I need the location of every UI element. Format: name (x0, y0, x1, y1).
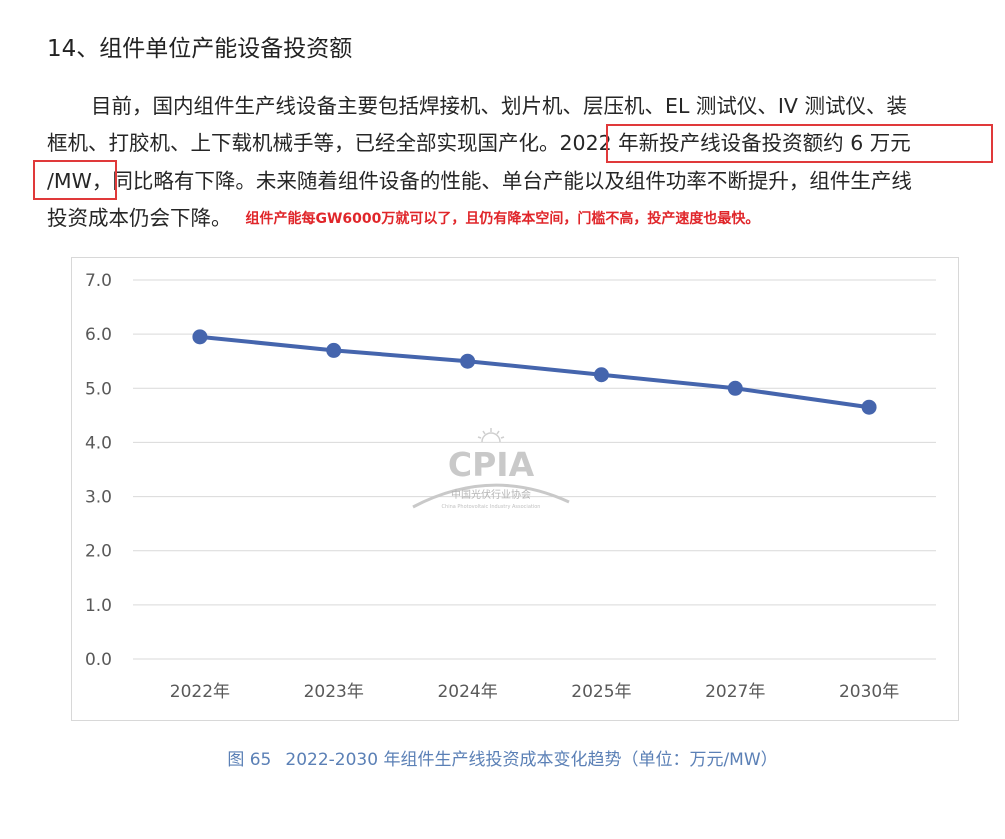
highlight-box-1 (606, 124, 993, 163)
paragraph-text: ，同比略有下降。未来随着组件设备的性能、单台产能以及组件功率不断提升，组件生产线 (91, 169, 912, 193)
line-chart: CPIA 中国光伏行业协会 China Photovoltaic Industr… (85, 271, 936, 702)
y-tick-label: 6.0 (85, 325, 112, 345)
y-tick-label: 2.0 (85, 542, 112, 562)
chart-frame: CPIA 中国光伏行业协会 China Photovoltaic Industr… (71, 257, 959, 721)
data-point (861, 399, 877, 415)
data-point (460, 353, 476, 369)
x-tick-label: 2027年 (705, 682, 765, 702)
data-point (192, 329, 208, 345)
paragraph-line-4: 投资成本仍会下降。 组件产能每GW6000万就可以了，且仍有降本空间，门槛不高，投… (47, 203, 759, 234)
highlighted-text: /MW (47, 169, 92, 193)
cpia-watermark: CPIA 中国光伏行业协会 China Photovoltaic Industr… (412, 428, 570, 510)
data-point (326, 342, 342, 358)
y-tick-label: 1.0 (85, 596, 112, 616)
x-tick-label: 2024年 (437, 682, 497, 702)
series-line (199, 334, 870, 410)
x-tick-label: 2025年 (571, 682, 631, 702)
watermark-swoosh (412, 483, 570, 509)
watermark-logo-text: CPIA (448, 445, 535, 484)
paragraph-line-1: 目前，国内组件生产线设备主要包括焊接机、划片机、层压机、EL 测试仪、IV 测试… (91, 94, 907, 118)
sun-icon (477, 428, 505, 443)
paragraph-text: 框机、打胶机、上下载机械手等，已经全部实现国产化。 (47, 131, 560, 155)
section-heading: 14、组件单位产能设备投资额 (47, 36, 353, 62)
watermark-org-cn: 中国光伏行业协会 (451, 488, 531, 501)
data-point (727, 380, 743, 396)
red-annotation: 组件产能每GW6000万就可以了，且仍有降本空间，门槛不高，投产速度也最快。 (245, 211, 760, 227)
figure-number: 图 65 (227, 750, 272, 770)
x-tick-label: 2030年 (839, 682, 899, 702)
paragraph-line-3: /MW，同比略有下降。未来随着组件设备的性能、单台产能以及组件功率不断提升，组件… (47, 166, 912, 196)
x-tick-label: 2023年 (304, 682, 364, 702)
y-tick-label: 0.0 (85, 650, 112, 670)
figure-caption-text: 2022-2030 年组件生产线投资成本变化趋势（单位：万元/MW） (285, 750, 778, 770)
highlight-box-2 (33, 160, 117, 200)
y-tick-label: 3.0 (85, 488, 112, 508)
paragraph-line-2: 框机、打胶机、上下载机械手等，已经全部实现国产化。2022 年新投产线设备投资额… (47, 128, 911, 158)
data-point (593, 367, 609, 383)
highlighted-text: 2022 年新投产线设备投资额约 6 万元 (559, 131, 911, 155)
y-tick-label: 7.0 (85, 271, 112, 291)
watermark-org-en: China Photovoltaic Industry Association (442, 504, 541, 510)
x-tick-label: 2022年 (170, 682, 230, 702)
y-tick-label: 4.0 (85, 433, 112, 453)
y-tick-label: 5.0 (85, 379, 112, 399)
paragraph-text: 投资成本仍会下降。 (47, 206, 232, 230)
figure-caption: 图 65 2022-2030 年组件生产线投资成本变化趋势（单位：万元/MW） (0, 745, 1005, 770)
